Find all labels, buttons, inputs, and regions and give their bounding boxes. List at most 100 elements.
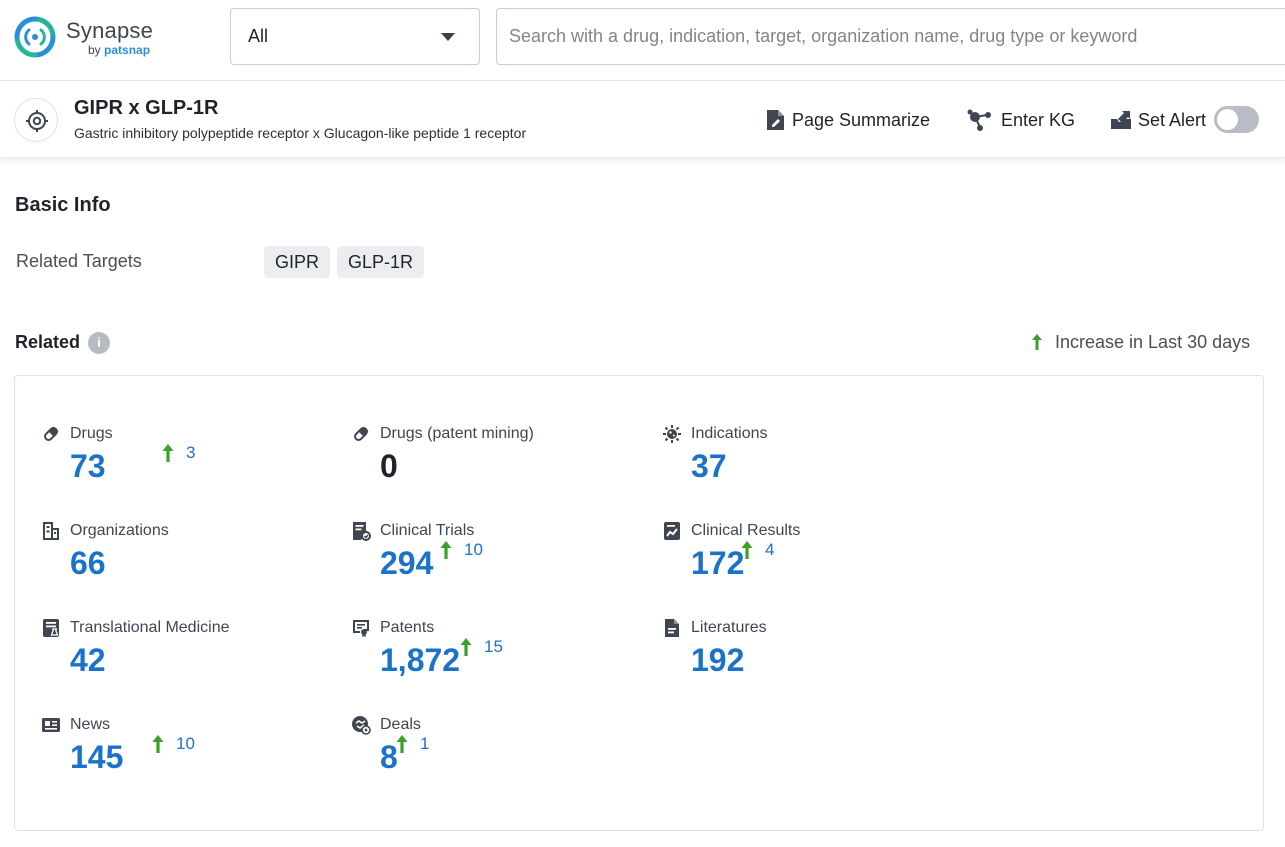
stat-label-text: Literatures bbox=[691, 619, 767, 637]
up-arrow-icon bbox=[460, 637, 472, 657]
clipboard-icon bbox=[351, 521, 371, 541]
up-arrow-icon bbox=[396, 734, 408, 754]
doc-flask-icon bbox=[41, 618, 61, 638]
stat-label-text: Indications bbox=[691, 425, 768, 443]
chart-doc-icon bbox=[662, 521, 682, 541]
document-icon bbox=[662, 618, 682, 638]
stat-count: 0 bbox=[380, 448, 398, 485]
stat-label-text: Organizations bbox=[70, 522, 169, 540]
summarize-doc-icon bbox=[765, 109, 786, 131]
basic-info-title: Basic Info bbox=[15, 194, 111, 217]
stat-organizations: Organizations 66 bbox=[41, 521, 321, 601]
newspaper-icon bbox=[41, 715, 61, 735]
increase-legend: Increase in Last 30 days bbox=[1031, 331, 1250, 353]
stat-label: Clinical Results bbox=[662, 521, 800, 541]
related-target-tag-gipr[interactable]: GIPR bbox=[264, 246, 330, 278]
stat-increase: 10 bbox=[440, 538, 483, 562]
increase-legend-label: Increase in Last 30 days bbox=[1055, 332, 1250, 353]
stat-increase-count[interactable]: 1 bbox=[420, 734, 429, 754]
stat-increase-count[interactable]: 4 bbox=[765, 540, 774, 560]
stat-count[interactable]: 145 bbox=[70, 739, 123, 776]
stat-label: Drugs (patent mining) bbox=[351, 424, 534, 444]
synapse-logo-icon bbox=[14, 16, 56, 58]
stat-translational-medicine: Translational Medicine 42 bbox=[41, 618, 321, 698]
stat-count[interactable]: 73 bbox=[70, 448, 106, 485]
logo-subtitle: by patsnap bbox=[88, 43, 150, 57]
stat-label: Organizations bbox=[41, 521, 169, 541]
related-section-title: Related bbox=[15, 332, 80, 353]
stat-count[interactable]: 66 bbox=[70, 545, 106, 582]
pill-icon bbox=[351, 424, 371, 444]
stat-label-text: News bbox=[70, 716, 110, 734]
stat-increase-count[interactable]: 10 bbox=[176, 734, 195, 754]
handshake-icon bbox=[351, 715, 371, 735]
stat-label-text: Patents bbox=[380, 619, 434, 637]
stat-increase-count[interactable]: 10 bbox=[464, 540, 483, 560]
stat-count[interactable]: 1,872 bbox=[380, 642, 460, 679]
page-summarize-label: Page Summarize bbox=[792, 110, 930, 131]
info-icon[interactable]: i bbox=[88, 332, 110, 354]
stat-label: Indications bbox=[662, 424, 768, 444]
stat-count[interactable]: 37 bbox=[691, 448, 727, 485]
up-arrow-icon bbox=[440, 540, 452, 560]
target-header-bar: GIPR x GLP-1R Gastric inhibitory polypep… bbox=[0, 81, 1285, 158]
stat-label: Patents bbox=[351, 618, 434, 638]
related-target-tag-glp-1r[interactable]: GLP-1R bbox=[337, 246, 424, 278]
page-summarize-button[interactable]: Page Summarize bbox=[765, 107, 930, 133]
stat-literatures: Literatures 192 bbox=[662, 618, 942, 698]
stat-label-text: Drugs (patent mining) bbox=[380, 425, 534, 443]
stat-increase: 10 bbox=[152, 732, 195, 756]
stat-label-text: Drugs bbox=[70, 425, 113, 443]
up-arrow-icon bbox=[1031, 333, 1043, 351]
stat-count[interactable]: 192 bbox=[691, 642, 744, 679]
target-crosshair-icon bbox=[14, 98, 58, 142]
set-alert-label: Set Alert bbox=[1138, 110, 1206, 131]
stat-increase: 1 bbox=[396, 732, 429, 756]
stat-increase-count[interactable]: 15 bbox=[484, 637, 503, 657]
related-targets-label: Related Targets bbox=[16, 251, 142, 272]
stat-deals: Deals81 bbox=[351, 715, 631, 795]
stat-patents: Patents 1,872 15 bbox=[351, 618, 631, 698]
set-alert-button[interactable]: Set Alert bbox=[1110, 107, 1206, 133]
virus-icon bbox=[662, 424, 682, 444]
stat-indications: Indications 37 bbox=[662, 424, 942, 504]
stat-label-text: Translational Medicine bbox=[70, 619, 229, 637]
target-subtitle: Gastric inhibitory polypeptide receptor … bbox=[74, 125, 526, 141]
stat-count[interactable]: 294 bbox=[380, 545, 433, 582]
stat-count[interactable]: 172 bbox=[691, 545, 744, 582]
up-arrow-icon bbox=[741, 540, 753, 560]
building-icon bbox=[41, 521, 61, 541]
knowledge-graph-icon bbox=[967, 108, 995, 132]
certificate-icon bbox=[351, 618, 371, 638]
alert-toggle[interactable] bbox=[1214, 106, 1259, 133]
enter-kg-label: Enter KG bbox=[1001, 110, 1075, 131]
stat-increase: 15 bbox=[460, 635, 503, 659]
toggle-knob bbox=[1217, 109, 1238, 130]
search-scope-value: All bbox=[248, 26, 268, 47]
stat-label: Translational Medicine bbox=[41, 618, 229, 638]
search-input[interactable] bbox=[496, 8, 1285, 65]
up-arrow-icon bbox=[162, 443, 174, 463]
stat-label: News bbox=[41, 715, 110, 735]
stat-label: Drugs bbox=[41, 424, 113, 444]
top-header: Synapse by patsnap All bbox=[0, 0, 1285, 81]
stat-news: News 145 10 bbox=[41, 715, 321, 795]
alert-inbox-icon bbox=[1110, 110, 1132, 130]
synapse-logo[interactable]: Synapse by patsnap bbox=[14, 14, 174, 62]
search-scope-select[interactable]: All bbox=[230, 8, 480, 65]
target-title: GIPR x GLP-1R bbox=[74, 97, 218, 120]
stat-clinical-results: Clinical Results 172 4 bbox=[662, 521, 942, 601]
stat-increase-count[interactable]: 3 bbox=[186, 443, 195, 463]
enter-kg-button[interactable]: Enter KG bbox=[967, 107, 1075, 133]
stat-clinical-trials: Clinical Trials29410 bbox=[351, 521, 631, 601]
stat-count[interactable]: 42 bbox=[70, 642, 106, 679]
stat-increase: 4 bbox=[741, 538, 774, 562]
caret-down-icon bbox=[441, 33, 455, 41]
stat-label: Literatures bbox=[662, 618, 767, 638]
related-stats-card: Drugs 73 3 Drugs (patent mining) 0 Indication… bbox=[14, 375, 1264, 831]
pill-icon bbox=[41, 424, 61, 444]
stat-increase: 3 bbox=[162, 441, 195, 465]
logo-name: Synapse bbox=[66, 18, 153, 44]
stat-drugs: Drugs 73 3 bbox=[41, 424, 321, 504]
up-arrow-icon bbox=[152, 734, 164, 754]
